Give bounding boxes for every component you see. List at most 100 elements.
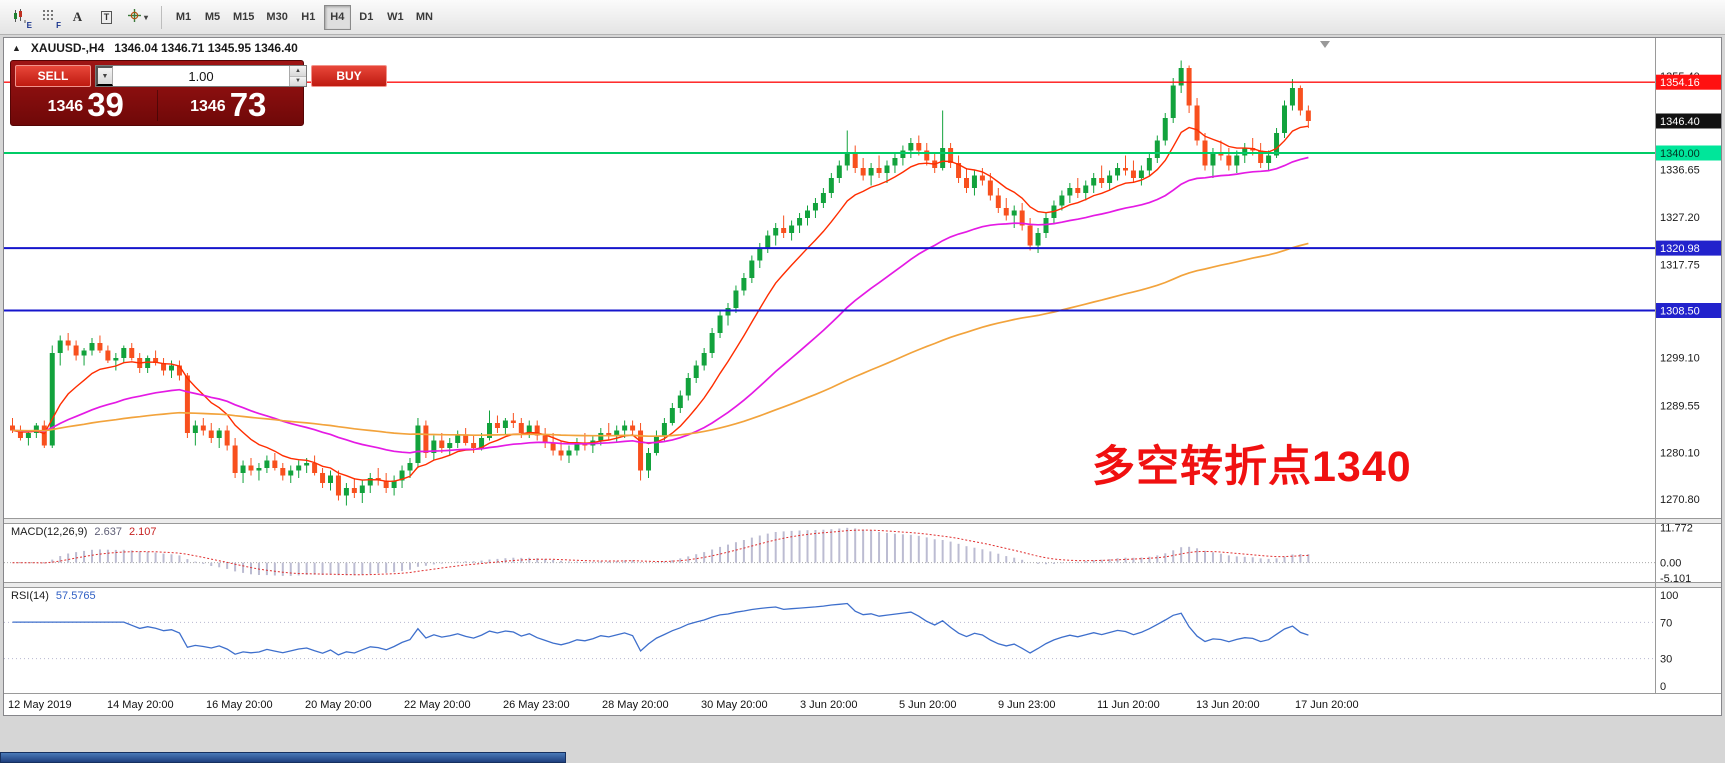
candle: [415, 425, 421, 463]
sell-price-display[interactable]: 1346 39: [15, 86, 158, 123]
timeframe-m15-button[interactable]: M15: [228, 5, 259, 30]
time-label: 9 Jun 23:00: [998, 699, 1056, 711]
candle: [1178, 68, 1184, 86]
candle: [41, 425, 47, 446]
volume-dropdown-icon[interactable]: ▼: [96, 66, 113, 86]
time-label: 12 May 2019: [8, 699, 72, 711]
candle: [1123, 168, 1128, 171]
candle: [852, 153, 858, 168]
time-label: 22 May 20:00: [404, 699, 471, 711]
candle: [916, 143, 922, 151]
rsi-pane-header: RSI(14) 57.5765: [11, 590, 96, 602]
candle: [439, 440, 445, 448]
chart-shift-marker-icon[interactable]: [1320, 41, 1330, 48]
candle: [574, 443, 580, 451]
timeframe-h1-button[interactable]: H1: [295, 5, 322, 30]
macd-pane: [4, 527, 1655, 576]
candle: [892, 158, 898, 166]
drawing-tools-button[interactable]: ▾: [122, 5, 153, 30]
candle: [979, 175, 985, 181]
sell-button[interactable]: SELL: [15, 65, 91, 87]
ma-line-40: [12, 156, 1309, 454]
chevron-down-icon: ▾: [144, 12, 149, 22]
candle: [638, 430, 644, 471]
icon-subscript-f: F: [56, 20, 61, 30]
candle: [1011, 210, 1017, 216]
candle: [335, 475, 341, 496]
candle: [288, 470, 294, 476]
sell-price-pips: 39: [87, 86, 124, 123]
minimized-chart-titlebar[interactable]: [0, 752, 566, 763]
collapse-trade-panel-icon[interactable]: ▲: [12, 43, 21, 53]
rsi-axis-label: 0: [1660, 681, 1666, 693]
candle: [995, 195, 1001, 208]
price-label: 1327.20: [1660, 212, 1700, 224]
timeframe-d1-button[interactable]: D1: [353, 5, 380, 30]
timeframe-m30-button[interactable]: M30: [261, 5, 292, 30]
insert-text-button[interactable]: A: [64, 5, 91, 30]
timeframe-h4-button[interactable]: H4: [323, 4, 351, 30]
candle: [1162, 118, 1168, 141]
buy-price-pips: 73: [229, 86, 267, 123]
candle: [1297, 88, 1303, 111]
price-tag: [1656, 113, 1721, 129]
pane-separator[interactable]: [4, 582, 1721, 588]
time-label: 30 May 20:00: [701, 699, 768, 711]
candle: [717, 315, 723, 333]
rsi-pane: [4, 602, 1655, 660]
buy-price-display[interactable]: 1346 73: [158, 86, 300, 123]
crosshair-icon: [127, 8, 142, 26]
icon-subscript-e: E: [26, 20, 32, 30]
candle: [312, 463, 318, 473]
buy-button[interactable]: BUY: [311, 65, 387, 87]
hlines-layer: [4, 81, 1655, 312]
candle: [828, 178, 834, 193]
chart-canvas[interactable]: 1355.401336.651327.201317.751299.101289.…: [4, 38, 1721, 715]
candle: [73, 345, 79, 356]
volume-input[interactable]: [113, 66, 289, 86]
timeframe-w1-button[interactable]: W1: [382, 5, 409, 30]
ma-lines-layer: [12, 125, 1309, 483]
macd-main-value: 2.637: [94, 526, 122, 538]
candle: [709, 333, 715, 353]
candle: [471, 443, 477, 448]
candle: [1282, 105, 1287, 133]
candle: [964, 178, 969, 188]
pane-separator[interactable]: [4, 518, 1721, 524]
candle: [956, 163, 962, 178]
spinner-down-icon[interactable]: ▼: [290, 76, 306, 86]
candle: [1186, 68, 1192, 106]
timeframe-mn-button[interactable]: MN: [411, 5, 438, 30]
price-axis[interactable]: 1355.401336.651327.201317.751299.101289.…: [1656, 71, 1721, 693]
price-label: 1289.55: [1660, 400, 1700, 412]
candle: [121, 348, 127, 358]
timeframe-m5-button[interactable]: M5: [199, 5, 226, 30]
grid-button[interactable]: F: [35, 5, 62, 30]
candle: [805, 210, 810, 218]
candle: [987, 180, 993, 196]
price-tag: [1656, 240, 1721, 256]
timeframe-m1-button[interactable]: M1: [170, 5, 197, 30]
candle: [598, 433, 604, 441]
time-axis[interactable]: 12 May 2019 14 May 20:00 16 May 20:00 20 Ma…: [8, 699, 1359, 711]
candle: [359, 485, 365, 493]
candle: [812, 203, 818, 211]
candle: [17, 430, 23, 438]
candle: [1059, 195, 1065, 206]
candle: [1027, 225, 1033, 246]
spinner-up-icon[interactable]: ▲: [290, 66, 306, 77]
candle: [789, 225, 795, 233]
candle: [97, 343, 103, 351]
candle: [1170, 85, 1176, 118]
candle: [1035, 233, 1041, 246]
insert-textbox-button[interactable]: T: [93, 5, 120, 30]
candle: [328, 475, 333, 483]
candle: [256, 468, 262, 471]
candle: [479, 438, 485, 448]
candle: [924, 150, 930, 161]
candle: [693, 365, 699, 378]
candle: [940, 148, 946, 168]
price-tag: [1656, 74, 1721, 90]
chart-template-button[interactable]: E: [6, 5, 33, 30]
candle: [1146, 158, 1152, 171]
